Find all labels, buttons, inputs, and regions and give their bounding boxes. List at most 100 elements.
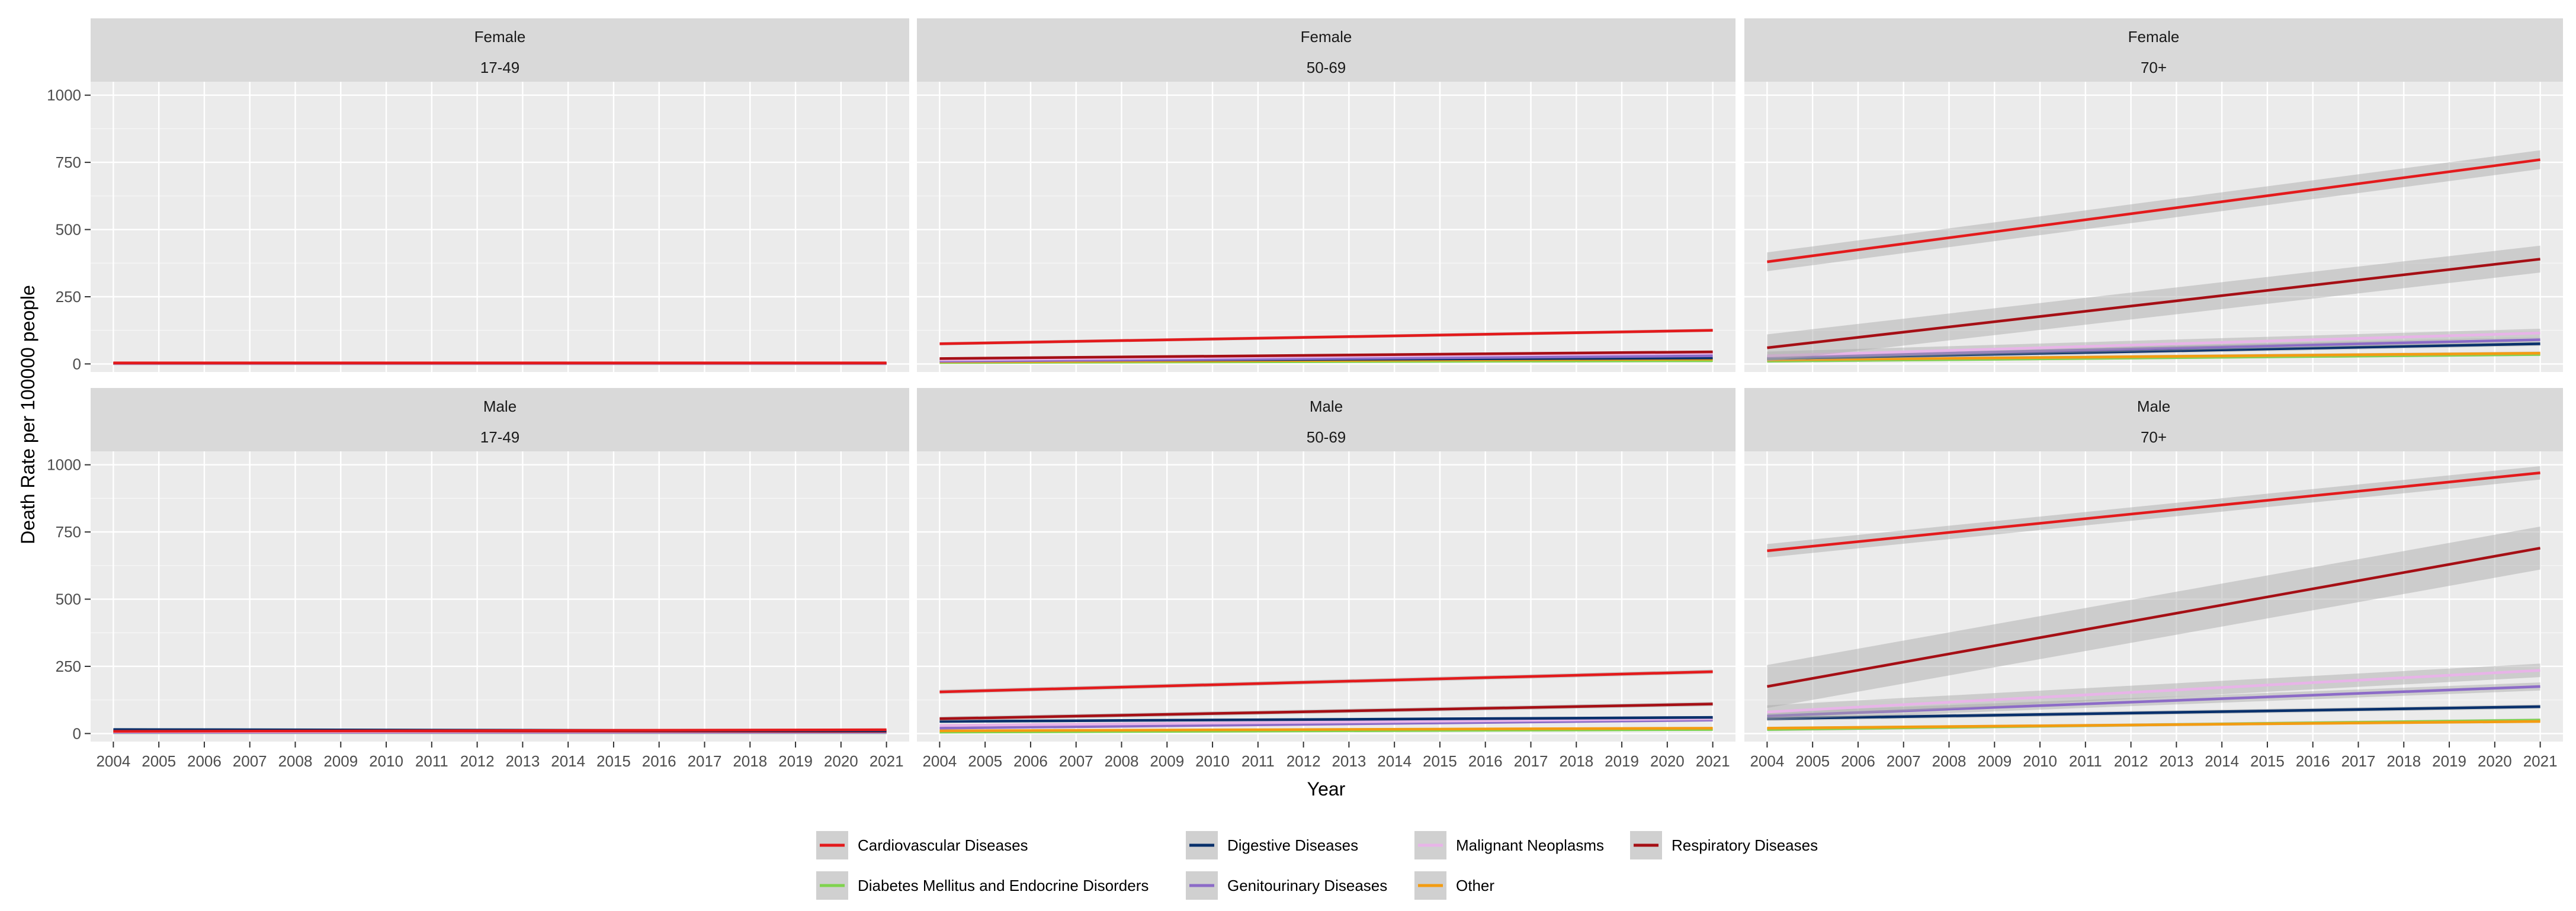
x-tick-label: 2006 — [187, 752, 222, 770]
x-tick-label: 2010 — [369, 752, 403, 770]
facet-strip — [91, 18, 909, 82]
facet-panel: Male 17-49 0 250 500 750 1000 2004 2005 2006 2007 2… — [47, 388, 909, 770]
x-tick-label: 2009 — [323, 752, 358, 770]
series-line-dig — [1767, 705, 2540, 720]
x-tick-label: 2016 — [2296, 752, 2330, 770]
series-line-cardio — [1767, 158, 2540, 264]
panel-background — [917, 82, 1735, 372]
series-line-resp — [1767, 258, 2540, 349]
facet-panels: Female17-4902505007501000Female50-69Fema… — [47, 18, 2563, 770]
facet-panel: Female 70+ — [1744, 18, 2563, 372]
facet-panel: Female 50-69 — [917, 18, 1735, 372]
series-line-cardio — [113, 728, 887, 733]
x-tick-label: 2004 — [922, 752, 957, 770]
x-tick-label: 2021 — [1696, 752, 1730, 770]
facet-panel: Female 17-49 0 250 500 750 1000 — [47, 18, 909, 373]
x-tick-label: 2014 — [1377, 752, 1411, 770]
x-tick-label: 2007 — [233, 752, 267, 770]
series-line-resp — [939, 703, 1713, 720]
series-line-cardio — [939, 670, 1713, 694]
series-line-malig — [1767, 331, 2540, 358]
series-line-other — [1767, 720, 2540, 730]
y-tick-label: 0 — [73, 724, 81, 742]
strip-age-label: 70+ — [2141, 59, 2167, 76]
x-tick-label: 2013 — [2159, 752, 2193, 770]
series-line-dig — [1767, 342, 2540, 360]
x-tick-label: 2020 — [824, 752, 858, 770]
legend-item-other: Other — [1414, 871, 1494, 900]
x-tick-label: 2014 — [2205, 752, 2239, 770]
x-tick-label: 2017 — [2341, 752, 2376, 770]
x-tick-label: 2012 — [2114, 752, 2148, 770]
y-tick-label: 250 — [56, 657, 81, 675]
strip-sex-label: Female — [474, 28, 526, 46]
strip-age-label: 17-49 — [480, 428, 520, 446]
legend: Cardiovascular Diseases Digestive Disease… — [816, 831, 1818, 900]
y-axis-title: Death Rate per 100000 people — [17, 285, 39, 544]
strip-age-label: 50-69 — [1307, 428, 1346, 446]
x-tick-label: 2009 — [1150, 752, 1184, 770]
series-line-geni — [939, 354, 1713, 363]
strip-sex-label: Male — [1310, 397, 1343, 415]
x-tick-label: 2013 — [1332, 752, 1366, 770]
series-line-resp — [939, 350, 1713, 360]
panel-background — [91, 82, 909, 372]
x-tick-label: 2015 — [2250, 752, 2285, 770]
x-tick-label: 2010 — [1195, 752, 1230, 770]
y-tick-label: 1000 — [47, 86, 81, 104]
x-tick-label: 2007 — [1059, 752, 1093, 770]
x-tick-label: 2006 — [1841, 752, 1875, 770]
series-line-diab — [1767, 353, 2540, 363]
legend-item-dig: Digestive Diseases — [1186, 831, 1358, 859]
facet-strip — [1744, 18, 2563, 82]
x-tick-label: 2009 — [1977, 752, 2012, 770]
legend-label: Genitourinary Diseases — [1227, 877, 1387, 894]
series-line-cardio — [939, 329, 1713, 345]
series-line-malig — [939, 717, 1713, 727]
panel-background — [1744, 451, 2563, 742]
x-tick-label: 2004 — [1750, 752, 1784, 770]
panel-background — [917, 451, 1735, 742]
y-tick-label: 750 — [56, 523, 81, 541]
x-tick-label: 2018 — [2386, 752, 2421, 770]
legend-item-diab: Diabetes Mellitus and Endocrine Disorder… — [816, 871, 1149, 900]
x-tick-label: 2017 — [688, 752, 722, 770]
strip-sex-label: Female — [2128, 28, 2180, 46]
facet-panel: Male 50-69 2004 2005 2006 2007 2008 2009 2010 201… — [917, 388, 1735, 770]
x-tick-label: 2021 — [870, 752, 904, 770]
panel-background — [91, 451, 909, 742]
legend-label: Malignant Neoplasms — [1456, 836, 1604, 854]
x-tick-label: 2012 — [460, 752, 495, 770]
x-tick-label: 2015 — [1423, 752, 1457, 770]
y-tick-label: 0 — [73, 355, 81, 373]
x-tick-label: 2005 — [1795, 752, 1830, 770]
panel-background — [1744, 82, 2563, 372]
x-tick-label: 2006 — [1013, 752, 1048, 770]
x-tick-label: 2010 — [2023, 752, 2057, 770]
series-line-geni — [1767, 338, 2540, 359]
series-line-diab — [939, 728, 1713, 734]
x-tick-label: 2011 — [1242, 752, 1275, 770]
strip-age-label: 17-49 — [480, 59, 520, 76]
legend-label: Digestive Diseases — [1227, 836, 1358, 854]
y-tick-label: 250 — [56, 288, 81, 306]
x-tick-label: 2005 — [968, 752, 1002, 770]
x-tick-label: 2005 — [142, 752, 176, 770]
y-tick-label: 500 — [56, 221, 81, 239]
series-line-other — [939, 727, 1713, 733]
series-line-malig — [1767, 669, 2540, 714]
series-line-resp — [1766, 547, 2541, 688]
legend-item-resp: Respiratory Diseases — [1630, 831, 1818, 859]
strip-sex-label: Male — [2137, 397, 2170, 415]
x-tick-label: 2014 — [551, 752, 585, 770]
facet-strip — [1744, 388, 2563, 451]
x-tick-label: 2015 — [596, 752, 631, 770]
x-tick-label: 2018 — [1559, 752, 1593, 770]
y-tick-label: 750 — [56, 153, 81, 171]
series-line-other — [1767, 351, 2540, 361]
legend-item-malig: Malignant Neoplasms — [1414, 831, 1604, 859]
y-tick-label: 1000 — [47, 456, 81, 474]
legend-label: Other — [1456, 877, 1494, 894]
facet-strip — [917, 18, 1735, 82]
legend-label: Diabetes Mellitus and Endocrine Disorder… — [858, 877, 1149, 894]
